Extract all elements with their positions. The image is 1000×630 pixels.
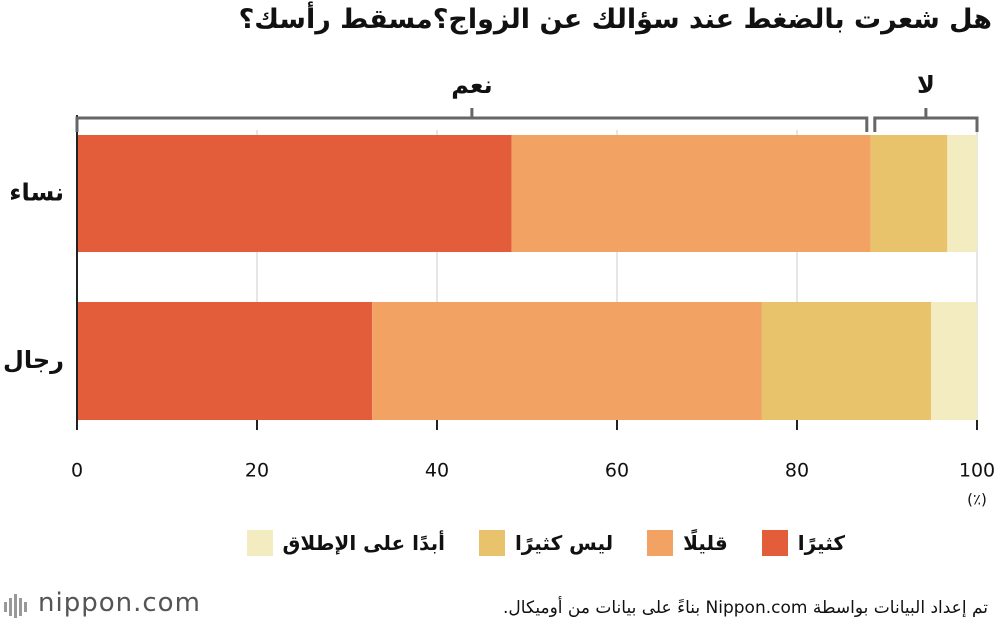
legend-swatch — [761, 530, 788, 556]
legend: كثيرًا قليلًا ليس كثيرًا أبدًا على الإطلاق — [246, 530, 845, 556]
legend-item: ليس كثيرًا — [478, 530, 614, 556]
y-tick-label: نساء — [9, 179, 64, 207]
bar-segment — [947, 135, 977, 252]
legend-swatch — [246, 530, 273, 556]
bar-segment — [77, 135, 512, 252]
legend-item: أبدًا على الإطلاق — [246, 530, 445, 556]
bar-segment — [761, 302, 932, 420]
legend-swatch — [647, 530, 674, 556]
x-tick-label: 40 — [425, 460, 449, 482]
x-tick-label: 80 — [785, 460, 809, 482]
legend-label: أبدًا على الإطلاق — [282, 531, 445, 555]
x-unit: (٪) — [967, 491, 987, 509]
bracket-label: لا — [917, 71, 935, 99]
x-tick-label: 100 — [959, 460, 995, 482]
bracket — [75, 108, 869, 132]
bracket — [873, 108, 979, 132]
x-tick-label: 20 — [245, 460, 269, 482]
bar-segment — [511, 135, 871, 252]
x-tick-label: 60 — [605, 460, 629, 482]
bar-segment — [77, 302, 373, 420]
logo-icon — [4, 594, 27, 618]
legend-item: كثيرًا — [761, 530, 845, 556]
bar-segment — [931, 302, 977, 420]
legend-label: قليلًا — [683, 531, 728, 555]
legend-label: ليس كثيرًا — [514, 531, 614, 555]
bar-segment — [372, 302, 762, 420]
source: تم إعداد البيانات بواسطة Nippon.com بناء… — [503, 598, 988, 618]
legend-label: كثيرًا — [797, 531, 845, 555]
y-tick-label: رجال — [3, 346, 64, 374]
x-tick-label: 0 — [71, 460, 83, 482]
chart-title: هل شعرت بالضغط عند سؤالك عن الزواج؟مسقط … — [238, 4, 992, 35]
logo: nippon.com — [4, 588, 201, 618]
bracket-label: نعم — [451, 71, 492, 99]
legend-swatch — [478, 530, 505, 556]
legend-item: قليلًا — [647, 530, 728, 556]
bar-segment — [870, 135, 948, 252]
logo-text: nippon.com — [38, 588, 201, 618]
